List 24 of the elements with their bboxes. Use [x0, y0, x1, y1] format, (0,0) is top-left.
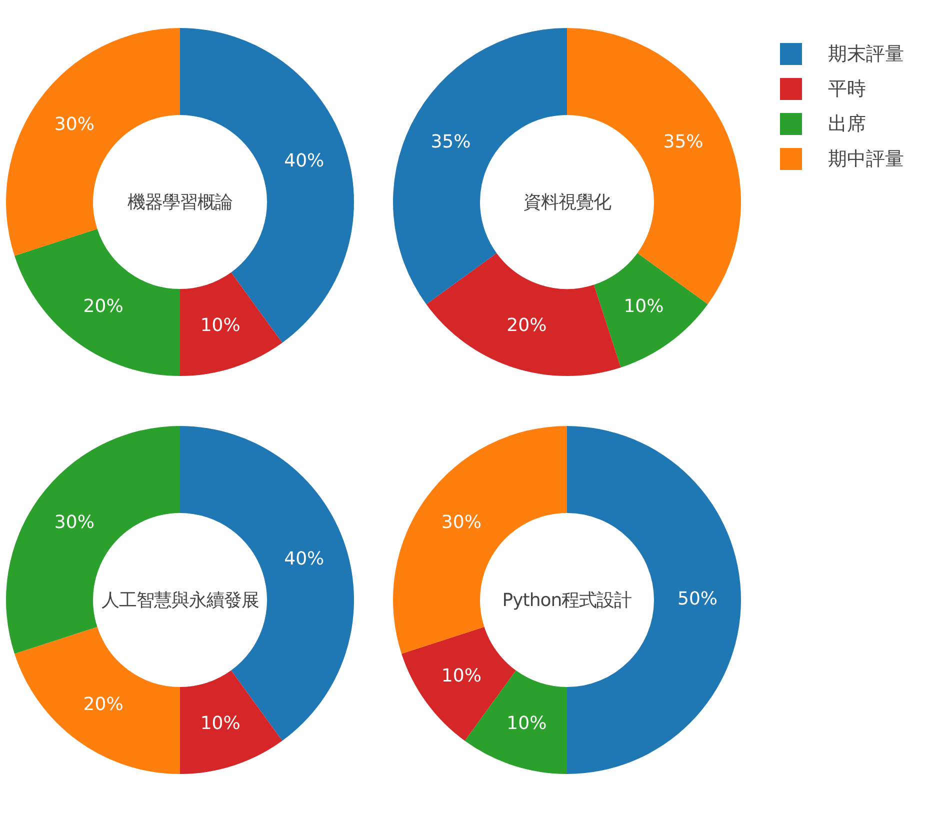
text: Python程式設計: [501, 589, 633, 613]
data-label: 30%: [54, 512, 94, 533]
data-label: 10%: [200, 712, 240, 734]
data-label: 20%: [506, 314, 547, 336]
data-label: 10%: [441, 665, 482, 686]
data-label: 35%: [663, 131, 704, 152]
text: 人工智慧與永續發展: [100, 589, 260, 613]
data-label: 10%: [506, 712, 547, 734]
legend-label: 期中評量: [828, 146, 904, 172]
legend-label: 出席: [828, 112, 866, 136]
data-label: 50%: [677, 588, 718, 610]
text: 機器學習概論: [126, 191, 234, 215]
data-label: 40%: [284, 548, 324, 570]
data-label: 20%: [83, 296, 124, 318]
data-label: 40%: [284, 150, 324, 172]
data-label: 20%: [83, 694, 124, 716]
legend-label: 期末評量: [828, 42, 904, 66]
legend-label: 平時: [828, 76, 866, 102]
data-label: 30%: [441, 512, 482, 533]
text: 資料視覺化: [522, 191, 612, 215]
data-label: 10%: [200, 314, 240, 336]
data-label: 30%: [54, 114, 94, 135]
data-label: 10%: [624, 296, 664, 318]
data-label: 35%: [430, 131, 471, 152]
